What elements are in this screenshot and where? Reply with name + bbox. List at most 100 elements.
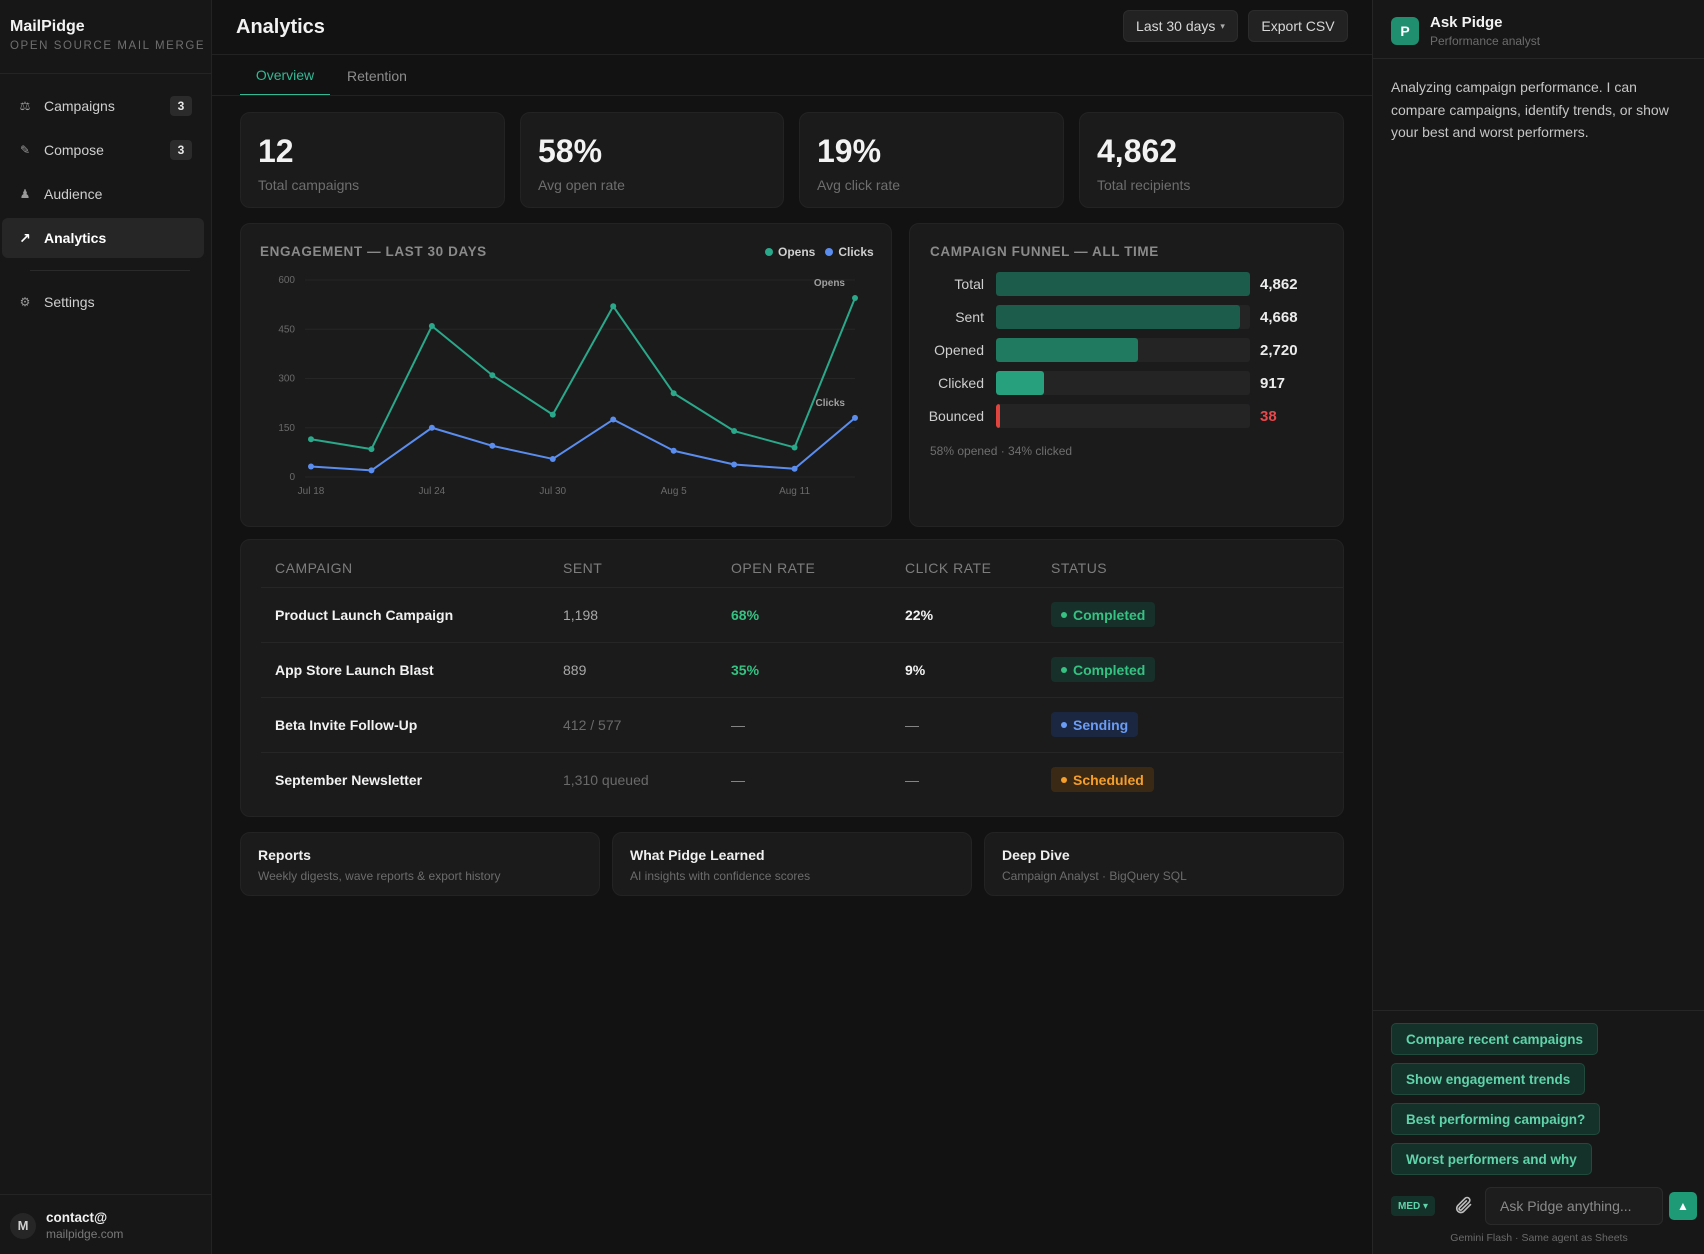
funnel-bar-track [996, 404, 1250, 428]
column-header-open-rate[interactable]: OPEN RATE [731, 560, 816, 576]
sidebar-item-compose[interactable]: ✎ Compose 3 [2, 130, 204, 170]
tab-retention[interactable]: Retention [347, 68, 407, 84]
send-arrow-icon: ▲ [1677, 1199, 1689, 1213]
stat-value: 4,862 [1097, 133, 1178, 169]
count-badge: 3 [170, 96, 192, 116]
avatar: M [10, 1212, 36, 1239]
click-rate: 9% [905, 662, 926, 678]
campaigns-icon: ⚖ [19, 99, 31, 113]
click-rate: — [905, 772, 919, 788]
column-header-status[interactable]: STATUS [1051, 560, 1108, 576]
table-row[interactable]: Beta Invite Follow-Up 412 / 577 — — Send… [261, 697, 1343, 752]
x-tick-label: Jul 30 [539, 486, 566, 497]
sent-count: 1,198 [563, 607, 599, 623]
funnel-value: 4,862 [1260, 276, 1298, 293]
audience-icon: ♟ [19, 187, 31, 201]
stat-label: Total recipients [1097, 177, 1191, 193]
sidebar-item-settings[interactable]: ⚙ Settings [2, 282, 204, 322]
stat-value: 58% [538, 133, 603, 169]
campaigns-table: CAMPAIGN SENT OPEN RATE CLICK RATE STATU… [240, 539, 1344, 817]
funnel-bar [996, 272, 1250, 296]
column-header-click-rate[interactable]: CLICK RATE [905, 560, 992, 576]
stat-label: Total campaigns [258, 177, 360, 193]
date-range-label: Last 30 days [1136, 18, 1216, 34]
funnel-value: 917 [1260, 375, 1286, 392]
status-badge: Completed [1051, 657, 1156, 682]
funnel-row: Bounced 38 [910, 404, 1330, 430]
suggestion-compare-campaigns[interactable]: Compare recent campaigns [1391, 1023, 1599, 1055]
suggestion-best-campaign[interactable]: Best performing campaign? [1391, 1103, 1601, 1135]
funnel-row: Total 4,862 [910, 272, 1330, 298]
funnel-bar-track [996, 305, 1250, 329]
user-account[interactable]: M contact@ mailpidge.com [10, 1210, 123, 1241]
funnel-note: 58% opened · 34% clicked [930, 444, 1073, 458]
page-title: Analytics [236, 16, 325, 38]
model-selector[interactable]: MED ▾ [1391, 1196, 1436, 1216]
stat-card-total-campaigns: 12 Total campaigns [240, 112, 505, 208]
data-point-clicks [852, 414, 858, 421]
sent-count: 1,310 queued [563, 772, 649, 788]
suggestion-engagement-trends[interactable]: Show engagement trends [1391, 1063, 1586, 1095]
funnel-bar-track [996, 371, 1250, 395]
send-button[interactable]: ▲ [1669, 1192, 1697, 1220]
divider [212, 54, 1372, 55]
legend-opens: Opens [778, 245, 816, 259]
x-tick-label: Jul 24 [419, 486, 446, 497]
table-row[interactable]: Product Launch Campaign 1,198 68% 22% Co… [261, 587, 1343, 642]
data-point-clicks [610, 416, 617, 423]
data-point-opens [670, 390, 677, 397]
status-label: Sending [1073, 716, 1129, 733]
compose-icon: ✎ [19, 143, 31, 157]
y-tick-label: 600 [278, 275, 295, 286]
funnel-label: Total [954, 276, 984, 292]
column-header-sent[interactable]: SENT [563, 560, 603, 576]
sidebar-item-label: Settings [44, 294, 95, 310]
brand[interactable]: MailPidge OPEN SOURCE MAIL MERGE [10, 18, 205, 52]
sidebar-item-audience[interactable]: ♟ Audience [2, 174, 204, 214]
sidebar-item-campaigns[interactable]: ⚖ Campaigns 3 [2, 86, 204, 126]
link-title: Reports [258, 847, 311, 863]
pidge-learned-link-card[interactable]: What Pidge Learned AI insights with conf… [612, 832, 972, 896]
assistant-panel: P Ask Pidge Performance analyst Analyzin… [1372, 0, 1704, 1254]
date-range-dropdown[interactable]: Last 30 days ▾ [1123, 10, 1238, 42]
suggestion-worst-performers[interactable]: Worst performers and why [1391, 1143, 1592, 1175]
data-point-clicks [670, 447, 677, 454]
column-header-campaign[interactable]: CAMPAIGN [275, 560, 353, 576]
status-dot-icon [1061, 721, 1067, 728]
status-dot-icon [1061, 666, 1067, 673]
paperclip-icon[interactable] [1449, 1191, 1477, 1219]
stat-label: Avg click rate [817, 177, 900, 193]
chart-legend: Opens Clicks [765, 245, 874, 259]
app-name: MailPidge [10, 18, 85, 35]
status-badge: Sending [1051, 712, 1139, 737]
sidebar-item-analytics[interactable]: ↗ Analytics [2, 218, 204, 258]
export-csv-button[interactable]: Export CSV [1248, 10, 1348, 42]
data-point-clicks [791, 465, 798, 472]
x-tick-label: Aug 5 [661, 486, 688, 497]
tab-overview[interactable]: Overview [240, 56, 330, 96]
opens-legend-dot [765, 248, 773, 256]
sidebar-item-label: Analytics [44, 230, 107, 246]
y-tick-label: 450 [278, 324, 295, 335]
analytics-icon: ↗ [19, 229, 31, 246]
table-row[interactable]: September Newsletter 1,310 queued — — Sc… [261, 752, 1343, 807]
status-badge: Scheduled [1051, 767, 1154, 792]
assistant-footer: Gemini Flash · Same agent as Sheets [1450, 1232, 1628, 1244]
link-subtitle: Weekly digests, wave reports & export hi… [258, 869, 501, 883]
divider [0, 1194, 212, 1195]
table-row[interactable]: App Store Launch Blast 889 35% 9% Comple… [261, 642, 1343, 697]
y-tick-label: 300 [278, 374, 295, 385]
reports-link-card[interactable]: Reports Weekly digests, wave reports & e… [240, 832, 600, 896]
data-point-clicks [428, 424, 435, 431]
data-point-clicks [549, 455, 556, 462]
data-point-opens [428, 322, 435, 329]
assistant-message: Analyzing campaign performance. I can co… [1391, 79, 1669, 140]
open-rate: — [731, 717, 745, 733]
divider [1373, 1010, 1704, 1011]
clicks-legend-dot [825, 248, 834, 256]
chat-input[interactable] [1485, 1187, 1663, 1225]
engagement-line-chart: 0 150 300 450 600 Jul 18 Jul 24 Jul 30 Aug 5 Aug … [278, 275, 858, 497]
divider [212, 95, 1372, 96]
legend-clicks: Clicks [838, 245, 874, 259]
deep-dive-link-card[interactable]: Deep Dive Campaign Analyst · BigQuery SQ… [984, 832, 1344, 896]
